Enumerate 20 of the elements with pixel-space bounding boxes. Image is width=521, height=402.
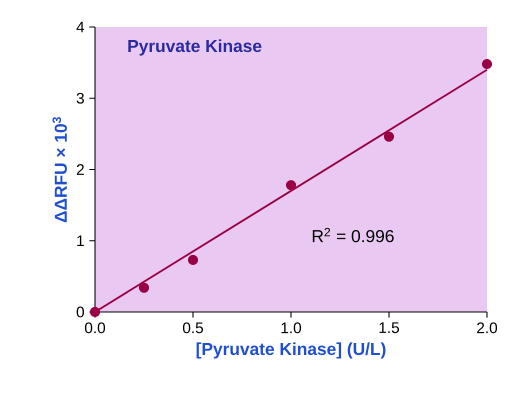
point xyxy=(138,282,150,293)
x-tick-label: 0.5 xyxy=(182,322,204,334)
y-axis-title: ΔΔRFU × 10$^{3}$ xyxy=(52,117,67,222)
y-tick-label: 0 xyxy=(76,306,84,318)
y-tick-label: 1 xyxy=(77,235,84,246)
x-tick-label: 1.0 xyxy=(282,322,302,334)
y-tick-label: 2 xyxy=(76,164,84,175)
text: Pyruvate Kinase xyxy=(128,39,262,56)
point xyxy=(482,58,492,70)
y-tick-label: 3 xyxy=(76,92,84,104)
x-tick-label: 2.0 xyxy=(477,322,498,334)
x-tick-label: 0.0 xyxy=(84,322,106,334)
annotation: R$^{2}$ = 0.996 xyxy=(312,228,394,242)
y-tick-label: 4 xyxy=(76,22,84,32)
x-axis-title: [Pyruvate Kinase] (U/L) xyxy=(196,342,386,359)
point xyxy=(188,254,198,266)
x-tick-label: 1.5 xyxy=(380,322,400,334)
point xyxy=(286,180,296,190)
point xyxy=(90,306,100,318)
point xyxy=(384,132,394,142)
